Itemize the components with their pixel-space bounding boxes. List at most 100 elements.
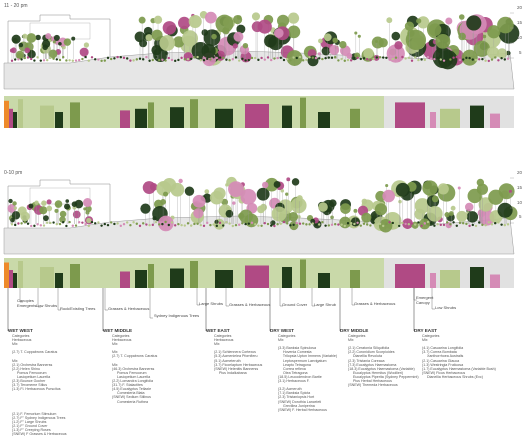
ground-shrub — [58, 58, 62, 62]
ground-shrub — [23, 220, 26, 224]
ground-shrub — [23, 56, 26, 60]
ground-shrub — [97, 221, 100, 224]
ground-shrub — [113, 57, 116, 60]
tree-canopy — [74, 199, 84, 209]
ground-shrub — [151, 58, 154, 62]
tree-canopy — [151, 29, 163, 41]
ground-shrub — [186, 57, 190, 61]
tree-canopy — [476, 183, 489, 195]
layer-label-large-shrub: Large Shrub — [314, 302, 337, 307]
planting-category-bar — [55, 273, 63, 288]
tree-canopy — [444, 212, 450, 218]
tree-canopy — [297, 215, 301, 219]
tree-canopy — [395, 182, 410, 197]
tree-canopy — [457, 186, 461, 190]
planting-category-bar — [120, 271, 130, 288]
tree-canopy — [28, 203, 34, 209]
ground-shrub — [36, 223, 39, 226]
ground-shrub — [260, 56, 263, 60]
ground-shrub — [282, 220, 286, 224]
ground-shrub — [478, 58, 481, 61]
ground-shrub — [231, 58, 234, 61]
tree-canopy — [26, 33, 37, 43]
tree-canopy — [497, 202, 513, 218]
tree-canopy — [466, 211, 479, 223]
ground-shrub — [465, 222, 468, 226]
planting-category-bar — [215, 270, 233, 288]
tree-canopy — [85, 205, 92, 213]
ground-shrub — [241, 57, 244, 61]
ground-shrub — [401, 55, 404, 59]
ground-shrub — [30, 224, 33, 228]
ground-shrub — [20, 58, 23, 61]
tree-canopy — [204, 189, 210, 194]
ground-shrub — [202, 59, 206, 62]
tree-canopy — [58, 41, 62, 46]
tree-canopy — [450, 205, 456, 211]
bottom-axis-tick-15: 15 — [517, 185, 523, 190]
tree-canopy — [63, 38, 72, 46]
tree-canopy — [43, 215, 49, 222]
ground-shrub — [196, 55, 199, 59]
ground-shrub — [350, 59, 353, 62]
ground-shrub — [84, 55, 87, 59]
tree-canopy — [192, 194, 206, 208]
ground-shrub — [122, 223, 126, 226]
ground-shrub — [394, 56, 398, 59]
tree-canopy — [232, 201, 236, 205]
ground-shrub — [500, 223, 503, 226]
ground-shrub — [247, 58, 250, 62]
ground-shrub — [228, 222, 231, 225]
ground-shrub — [302, 222, 305, 225]
tree-canopy — [143, 26, 153, 36]
tree-canopy — [361, 212, 372, 223]
tree-canopy — [310, 218, 316, 224]
tree-canopy — [357, 34, 361, 38]
ground-shrub — [298, 222, 302, 225]
ground-shrub — [250, 221, 254, 224]
planting-category-bar — [430, 112, 436, 128]
tree-canopy — [54, 208, 59, 213]
tree-canopy — [273, 181, 281, 188]
ground-shrub — [55, 222, 58, 226]
layer-label-emergent-canopy: Emergent Canopy — [416, 295, 434, 305]
ground-shrub — [385, 222, 388, 226]
tree-canopy — [288, 211, 299, 222]
ground-shrub — [30, 57, 33, 61]
tree-canopy — [402, 218, 413, 229]
ground-shrub — [52, 57, 55, 60]
ground-shrub — [398, 59, 401, 62]
planting-category-bar — [245, 265, 269, 288]
ground-shrub — [407, 56, 410, 59]
ground-shrub — [359, 224, 362, 227]
ground-shrub — [282, 58, 286, 62]
ground-shrub — [343, 224, 346, 228]
ground-shrub — [321, 57, 324, 61]
tree-canopy — [427, 205, 443, 222]
ground-shrub — [503, 58, 506, 61]
layer-label-grasses-3: Grasses & Herbaceous — [354, 301, 396, 306]
planting-category-bar — [9, 270, 13, 288]
tree-canopy — [414, 198, 430, 214]
ground-shrub — [33, 224, 36, 228]
tree-canopy — [215, 14, 234, 33]
ground-shrub — [199, 59, 202, 62]
ground-shrub — [426, 55, 430, 59]
tree-canopy — [193, 208, 204, 219]
ground-shrub — [49, 221, 52, 225]
ground-shrub — [366, 223, 369, 226]
ground-shrub — [183, 58, 186, 61]
ground-shrub — [142, 222, 145, 225]
ground-shrub — [401, 221, 404, 225]
top-axis-tick-20: 20 — [517, 5, 523, 10]
ground-shrub — [174, 59, 177, 63]
ground-shrub — [148, 223, 151, 227]
tree-canopy — [323, 33, 332, 42]
zone-wet-middle-species: Categories Herbaceous Mix Mix (2.7) T. C… — [112, 334, 158, 404]
ground-shrub — [234, 56, 238, 59]
tree-canopy — [487, 25, 501, 39]
planting-category-bar — [13, 273, 17, 288]
tree-canopy — [239, 209, 253, 224]
ground-shrub — [305, 223, 308, 226]
ground-shrub — [484, 224, 487, 227]
